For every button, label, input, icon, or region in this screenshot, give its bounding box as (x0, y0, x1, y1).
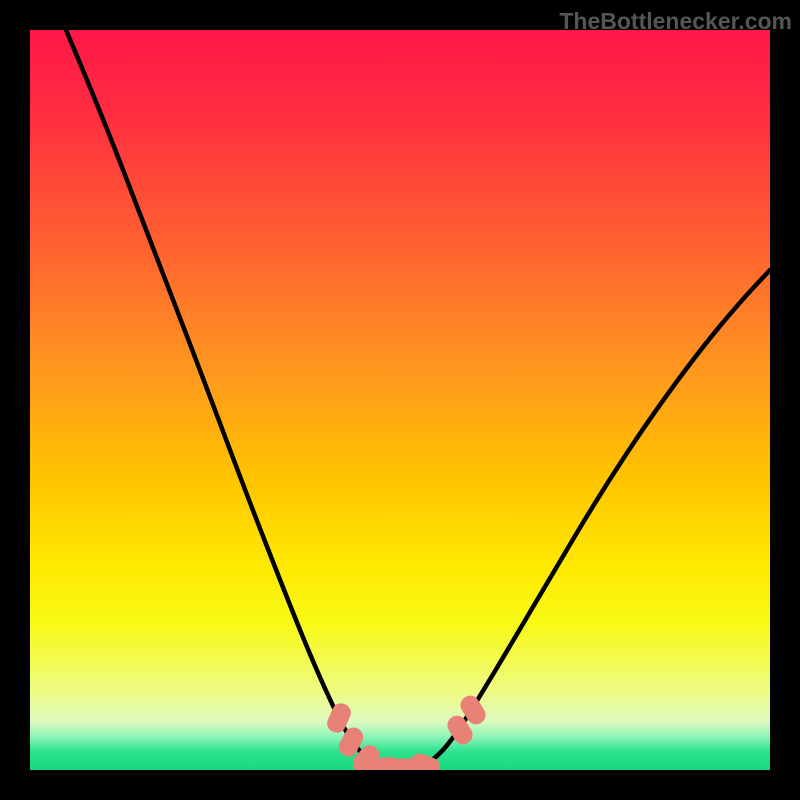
chart-frame (30, 30, 770, 770)
chart-svg (30, 30, 770, 770)
plot-background (30, 30, 770, 770)
watermark-text: TheBottlenecker.com (559, 8, 792, 35)
